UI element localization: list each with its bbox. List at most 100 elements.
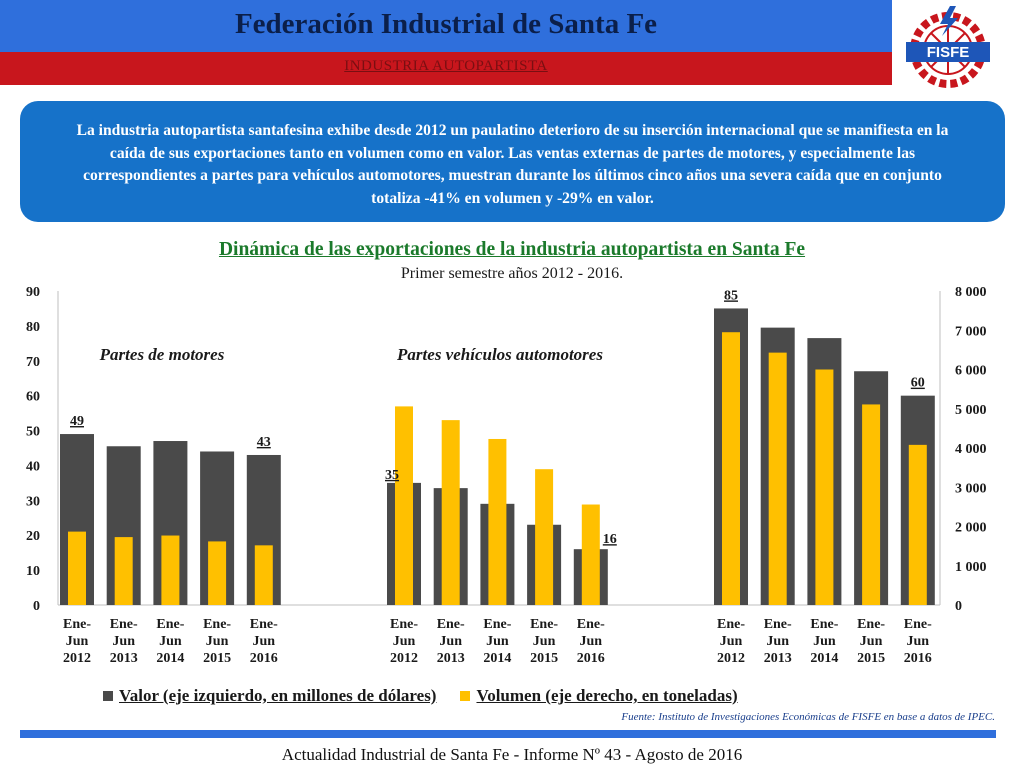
x-tick-label: Jun [486,634,509,649]
page-title: Federación Industrial de Santa Fe [234,8,658,40]
x-tick-label: Jun [66,634,89,649]
y-left-tick-label: 30 [26,494,40,509]
header-blue-band [0,0,892,52]
x-tick-label: Jun [533,634,556,649]
y-right-tick-label: 7 000 [955,324,987,339]
y-left-tick-label: 90 [26,285,40,300]
y-right-tick-label: 8 000 [955,285,987,300]
source-note: Fuente: Instituto de Investigaciones Eco… [621,711,995,723]
x-tick-label: Ene- [250,617,278,632]
footer-bar [20,730,996,738]
y-right-tick-label: 5 000 [955,403,987,418]
x-tick-label: 2013 [110,651,138,666]
x-tick-label: 2012 [390,651,418,666]
x-tick-label: Jun [206,634,229,649]
logo-text: FISFE [927,44,970,61]
x-tick-label: 2012 [717,651,745,666]
legend-label-volumen: Volumen (eje derecho, en toneladas) [476,686,738,705]
x-tick-label: 2016 [904,651,932,666]
x-tick-label: Jun [907,634,930,649]
x-tick-label: 2014 [156,651,184,666]
bar-volumen [488,438,507,605]
group-label: Partes vehículos automotores [396,345,603,364]
data-label: 85 [724,288,738,303]
bar-volumen [722,332,740,605]
x-tick-label: Jun [439,634,462,649]
x-tick-label: Jun [860,634,883,649]
bar-volumen [395,406,413,605]
x-tick-label: Jun [766,634,789,649]
y-right-tick-label: 4 000 [955,442,987,457]
x-tick-label: 2015 [530,651,558,666]
summary-box: La industria autopartista santafesina ex… [20,101,1005,222]
bar-volumen [208,541,227,605]
x-tick-label: Jun [580,634,603,649]
x-tick-label: Ene- [63,617,91,632]
x-tick-label: 2014 [810,651,838,666]
y-left-tick-label: 70 [26,355,40,370]
y-right-tick-label: 6 000 [955,364,987,379]
y-right-tick-label: 3 000 [955,481,987,496]
bar-volumen [68,531,86,605]
x-tick-label: Ene- [904,617,932,632]
footer-text: Actualidad Industrial de Santa Fe - Info… [281,745,743,764]
x-tick-label: 2016 [250,651,278,666]
y-left-tick-label: 60 [26,390,40,405]
bar-volumen [768,352,787,605]
group-label: Partes de motores [99,345,225,364]
x-tick-label: Ene- [390,617,418,632]
x-tick-label: 2014 [483,651,511,666]
chart-title: Dinámica de las exportaciones de la indu… [218,239,806,260]
x-tick-label: Jun [813,634,836,649]
legend-item-volumen: Volumen (eje derecho, en toneladas) [460,686,738,706]
y-left-tick-label: 80 [26,320,40,335]
y-left-tick-label: 40 [26,459,40,474]
chart-subtitle: Primer semestre años 2012 - 2016. [400,265,624,282]
x-tick-label: Ene- [156,617,184,632]
page-subtitle: INDUSTRIA AUTOPARTISTA [344,58,548,74]
y-left-tick-label: 10 [26,564,40,579]
bar-volumen [581,504,600,605]
x-tick-label: Jun [112,634,135,649]
bar-volumen [441,420,460,605]
x-tick-label: 2013 [764,651,792,666]
x-tick-label: Ene- [483,617,511,632]
logo-bolt-icon [940,6,958,36]
data-label: 35 [385,468,399,483]
data-label: 43 [257,435,271,450]
y-right-tick-label: 1 000 [955,560,987,575]
y-left-tick-label: 20 [26,529,40,544]
bar-volumen [815,369,834,605]
x-tick-label: 2016 [577,651,605,666]
legend-item-valor: Valor (eje izquierdo, en millones de dól… [103,686,436,706]
x-tick-label: Jun [253,634,276,649]
data-label: 60 [911,376,925,391]
bar-volumen [254,545,273,605]
legend-label-valor: Valor (eje izquierdo, en millones de dól… [119,686,437,705]
data-label: 49 [70,414,84,429]
x-tick-label: Ene- [437,617,465,632]
bar-volumen [908,444,927,605]
header-red-band [0,52,892,85]
bar-volumen [161,535,180,605]
x-tick-label: Jun [720,634,743,649]
y-right-tick-label: 2 000 [955,521,987,536]
x-tick-label: Ene- [717,617,745,632]
y-right-tick-label: 0 [955,599,962,614]
x-tick-label: Ene- [810,617,838,632]
chart-legend: Valor (eje izquierdo, en millones de dól… [103,686,762,706]
x-tick-label: 2015 [857,651,885,666]
x-tick-label: Jun [159,634,182,649]
x-tick-label: Ene- [110,617,138,632]
bar-volumen [114,537,133,605]
x-tick-label: Ene- [857,617,885,632]
x-tick-label: 2013 [437,651,465,666]
y-left-tick-label: 0 [33,599,40,614]
x-tick-label: 2015 [203,651,231,666]
fisfe-logo: FISFE [906,6,990,88]
y-left-tick-label: 50 [26,425,40,440]
x-tick-label: 2012 [63,651,91,666]
x-tick-label: Ene- [530,617,558,632]
legend-swatch-valor [103,691,113,701]
x-tick-label: Jun [393,634,416,649]
